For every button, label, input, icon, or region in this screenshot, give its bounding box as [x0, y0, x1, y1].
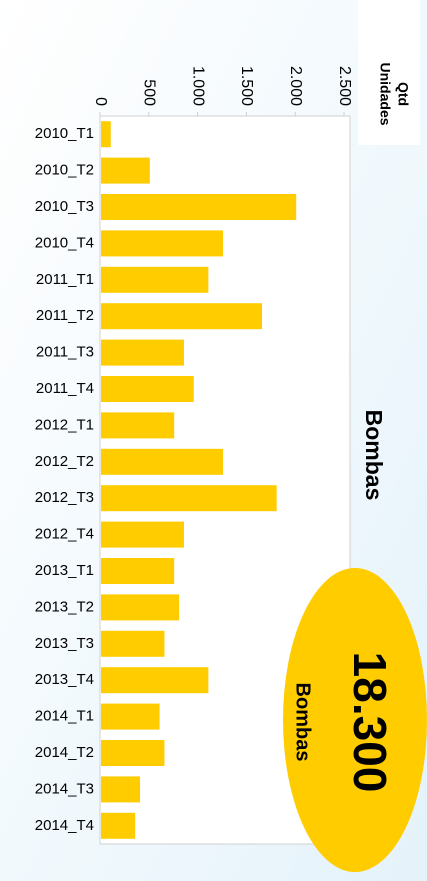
x-tick-label: 2014_T1 [35, 708, 94, 725]
x-tick-label: 2013_T4 [35, 671, 94, 688]
bar [101, 376, 194, 402]
x-tick-label: 2012_T1 [35, 416, 94, 433]
bar [101, 194, 297, 220]
bar [101, 339, 184, 366]
bar [101, 703, 160, 730]
x-tick-label: 2012_T3 [35, 489, 94, 506]
x-tick-label: 2011_T1 [36, 271, 94, 288]
x-tick-label: 2010_T4 [35, 234, 94, 251]
bar [101, 812, 136, 839]
badge-value: 18.300 [344, 652, 396, 793]
bar [101, 412, 175, 439]
bar [101, 594, 180, 621]
x-tick-label: 2010_T1 [35, 125, 94, 142]
x-tick-label: 2014_T4 [35, 817, 94, 834]
bar [101, 667, 209, 694]
bar [101, 630, 165, 657]
bar [101, 521, 184, 548]
x-tick-label: 2010_T3 [35, 198, 94, 215]
bar [101, 740, 165, 766]
axis-label: Qtd [395, 82, 411, 106]
x-tick-label: 2013_T1 [35, 562, 94, 579]
bar [101, 448, 223, 475]
x-tick-label: 2014_T3 [35, 780, 94, 797]
y-tick-label: 2.000 [287, 66, 304, 106]
chart-title: Bombas [361, 410, 387, 501]
x-tick-label: 2011_T3 [36, 344, 94, 361]
y-tick-label: 500 [141, 79, 158, 106]
axis-label-box [358, 0, 420, 145]
bar [101, 558, 175, 584]
badge-label: Bombas [292, 683, 314, 762]
y-tick-label: 1.000 [189, 66, 206, 106]
y-tick-label: 2.500 [336, 66, 353, 106]
bar [101, 157, 150, 184]
bar [101, 303, 263, 330]
x-tick-label: 2011_T4 [36, 380, 94, 397]
axis-label: Unidades [377, 62, 393, 125]
y-tick-label: 1.500 [238, 66, 255, 106]
y-tick-label: 0 [92, 97, 109, 106]
x-tick-label: 2011_T2 [36, 307, 94, 324]
x-tick-label: 2013_T3 [35, 635, 94, 652]
x-tick-label: 2012_T4 [35, 526, 94, 543]
x-tick-label: 2013_T2 [35, 598, 94, 615]
x-tick-label: 2012_T2 [35, 453, 94, 470]
bar [101, 121, 111, 148]
bar [101, 266, 209, 293]
bar [101, 776, 141, 803]
bar [101, 230, 223, 257]
bar [101, 485, 277, 512]
x-tick-label: 2014_T2 [35, 744, 94, 761]
x-tick-label: 2010_T2 [35, 162, 94, 179]
badge [283, 568, 427, 872]
